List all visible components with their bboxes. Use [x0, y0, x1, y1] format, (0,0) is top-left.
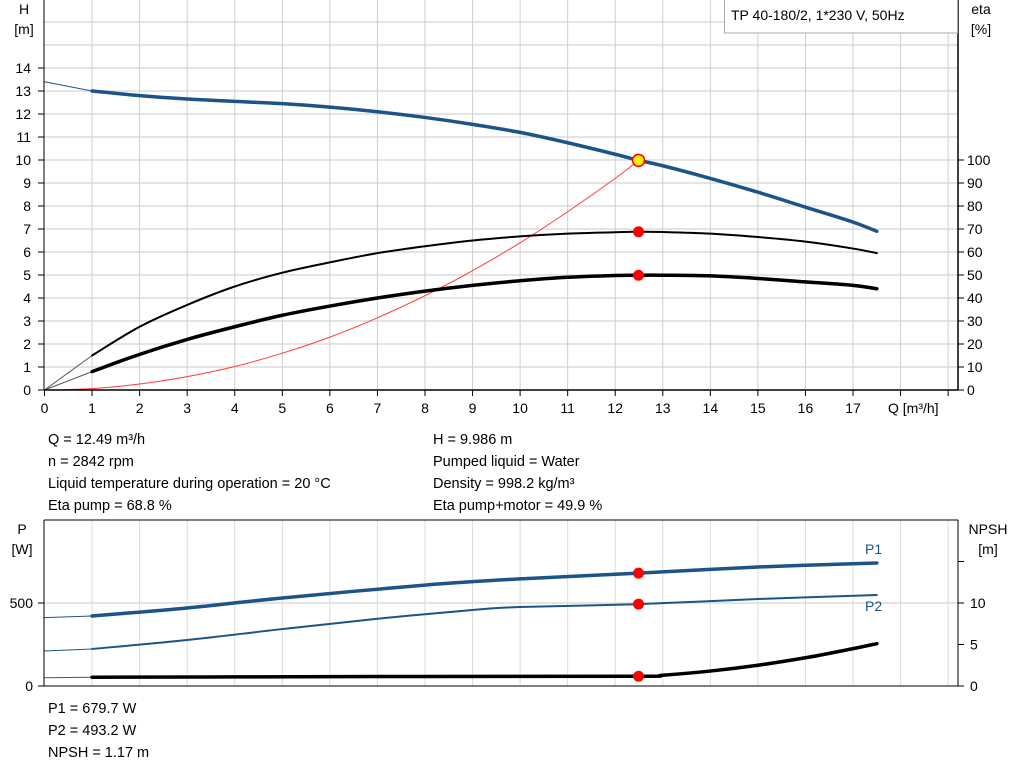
q-tick-label: 8: [421, 400, 429, 416]
p-tick-label: 500: [10, 595, 34, 611]
q-tick-label: 7: [374, 400, 382, 416]
h-tick-label: 10: [15, 152, 31, 168]
top-grid: [44, 0, 958, 390]
info-npsh: NPSH = 1.17 m: [48, 745, 150, 761]
h-tick-label: 9: [23, 175, 31, 191]
q-tick-label: 16: [798, 400, 814, 416]
eta-pump-motor-operating-point: [633, 269, 645, 281]
head-operating-point: [631, 153, 646, 168]
h-tick-label: 12: [15, 106, 31, 122]
q-tick-label: 15: [750, 400, 766, 416]
q-tick-label: 1: [88, 400, 96, 416]
h-tick-label: 3: [23, 313, 31, 329]
eta-tick-label: 0: [967, 382, 975, 398]
q-tick-label: 13: [655, 400, 671, 416]
p2-curve-extrapolation: [44, 648, 93, 652]
axes: 0123456789101112131401020304050607080901…: [10, 0, 1008, 694]
info-liquid: Pumped liquid = Water: [433, 454, 580, 470]
legend-title: TP 40-180/2, 1*230 V, 50Hz: [731, 7, 905, 23]
q-tick-label: 11: [560, 400, 575, 416]
npsh-operating-point: [633, 670, 645, 682]
info-head: H = 9.986 m: [433, 432, 513, 448]
eta-pump-motor-curve-extrapolation: [44, 371, 93, 391]
h-tick-label: 8: [23, 198, 31, 214]
head-curve: [90, 89, 879, 234]
q-tick-label: 0: [41, 400, 49, 416]
npsh-curve: [90, 641, 879, 680]
eta-axis-label: [%]: [971, 21, 991, 37]
info-flow: Q = 12.49 m³/h: [48, 432, 146, 448]
p2-curve-label: P2: [865, 598, 882, 614]
npsh-tick-label: 5: [970, 637, 978, 653]
p1-curve-extrapolation: [44, 615, 93, 619]
info-left: Q = 12.49 m³/h n = 2842 rpm Liquid tempe…: [48, 429, 331, 517]
npsh-axis-label: NPSH: [969, 521, 1008, 537]
p2-operating-point: [633, 598, 645, 610]
h-axis-label: [m]: [14, 21, 33, 37]
p1-operating-point: [633, 567, 645, 579]
info-eta-pump-motor: Eta pump+motor = 49.9 %: [433, 498, 603, 514]
p-axis-label: [W]: [12, 541, 33, 557]
eta-axis-label: eta: [971, 1, 991, 17]
h-tick-label: 6: [23, 244, 31, 260]
npsh-tick-label: 10: [970, 595, 986, 611]
q-tick-label: 4: [231, 400, 239, 416]
q-tick-label: 17: [845, 400, 861, 416]
eta-pump-curve-extrapolation: [44, 355, 93, 391]
legend-box: TP 40-180/2, 1*230 V, 50Hz: [724, 0, 958, 34]
info-density: Density = 998.2 kg/m³: [433, 476, 575, 492]
eta-tick-label: 70: [967, 221, 983, 237]
p2-curve: [91, 594, 878, 650]
info-p2: P2 = 493.2 W: [48, 723, 137, 739]
info-bottom: P1 = 679.7 W P2 = 493.2 W NPSH = 1.17 m: [48, 698, 149, 764]
p-tick-label: 0: [25, 678, 33, 694]
npsh-axis-label: [m]: [978, 541, 997, 557]
h-tick-label: 5: [23, 267, 31, 283]
eta-pump-curve: [91, 230, 878, 357]
eta-pump-operating-point: [633, 226, 645, 238]
q-tick-label: 14: [703, 400, 719, 416]
eta-pump-motor-curve: [90, 273, 879, 374]
q-tick-label: 5: [278, 400, 286, 416]
h-tick-label: 7: [23, 221, 31, 237]
eta-tick-label: 100: [967, 152, 991, 168]
eta-tick-label: 40: [967, 290, 983, 306]
system-curve: [44, 159, 640, 391]
info-right: H = 9.986 m Pumped liquid = Water Densit…: [433, 429, 602, 517]
q-tick-label: 10: [512, 400, 528, 416]
q-tick-label: 9: [469, 400, 477, 416]
h-tick-label: 13: [15, 83, 31, 99]
h-tick-label: 4: [23, 290, 31, 306]
q-tick-label: 2: [136, 400, 144, 416]
p1-curve: [90, 561, 879, 618]
eta-tick-label: 50: [967, 267, 983, 283]
curves: [44, 81, 879, 682]
info-speed: n = 2842 rpm: [48, 454, 134, 470]
q-tick-label: 3: [183, 400, 191, 416]
info-eta-pump: Eta pump = 68.8 %: [48, 498, 172, 514]
eta-tick-label: 20: [967, 336, 983, 352]
p-axis-label: P: [17, 521, 26, 537]
bottom-grid: [44, 520, 958, 686]
q-tick-label: 12: [607, 400, 623, 416]
h-tick-label: 11: [16, 129, 31, 145]
info-p1: P1 = 679.7 W: [48, 701, 137, 717]
p1-curve-label: P1: [865, 541, 882, 557]
h-tick-label: 0: [23, 382, 31, 398]
eta-tick-label: 80: [967, 198, 983, 214]
h-tick-label: 2: [23, 336, 31, 352]
eta-tick-label: 10: [967, 359, 983, 375]
h-tick-label: 14: [15, 60, 31, 76]
eta-tick-label: 30: [967, 313, 983, 329]
q-tick-label: 6: [326, 400, 334, 416]
npsh-tick-label: 0: [970, 678, 978, 694]
h-tick-label: 1: [23, 359, 31, 375]
q-axis-label: Q [m³/h]: [888, 400, 939, 416]
info-temperature: Liquid temperature during operation = 20…: [48, 476, 331, 492]
eta-tick-label: 90: [967, 175, 983, 191]
h-axis-label: H: [19, 1, 29, 17]
head-curve-extrapolation: [44, 81, 93, 92]
eta-tick-label: 60: [967, 244, 983, 260]
